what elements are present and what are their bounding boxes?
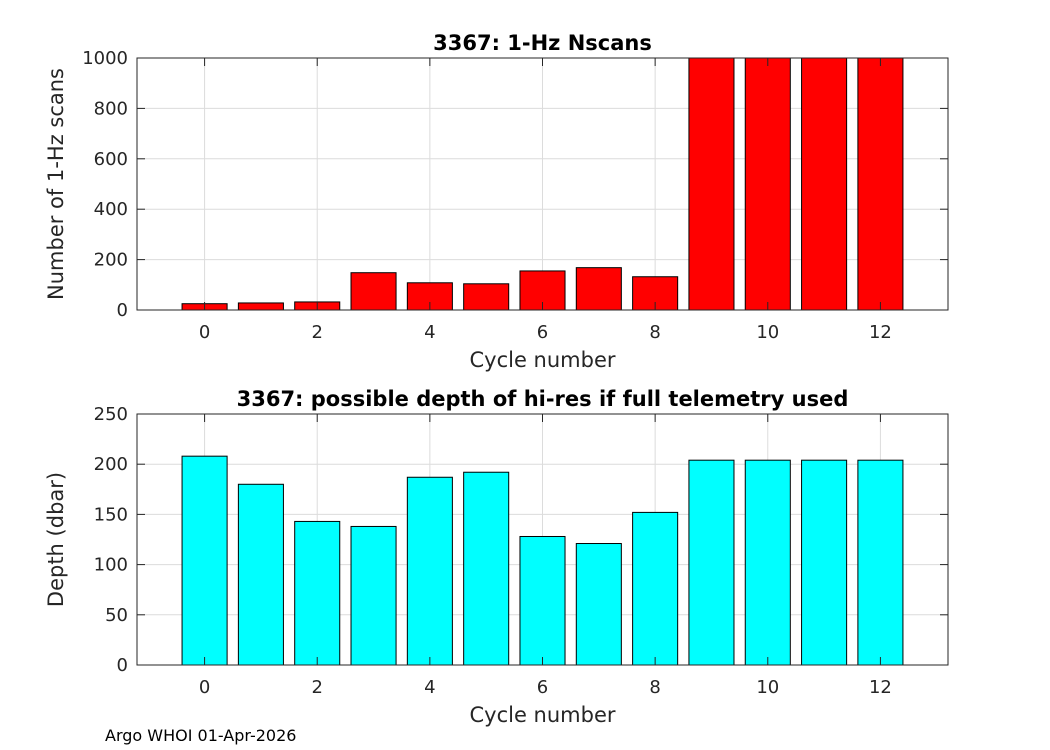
chart2-y-tick-label: 200 bbox=[94, 454, 128, 475]
chart1-x-tick-label: 0 bbox=[199, 322, 210, 343]
chart2-bar-6 bbox=[519, 535, 566, 666]
chart2-y-tick-label: 0 bbox=[117, 655, 128, 676]
chart2-x-tick-label: 10 bbox=[756, 677, 779, 698]
chart1-bar-9 bbox=[688, 57, 735, 311]
chart1-x-tick-label: 12 bbox=[869, 322, 892, 343]
chart2-bar-9 bbox=[688, 459, 735, 666]
chart2-y-tick-label: 100 bbox=[94, 555, 128, 576]
chart2-x-tick-label: 2 bbox=[311, 677, 322, 698]
chart1-x-tick-label: 10 bbox=[756, 322, 779, 343]
chart2-x-tick-label: 4 bbox=[424, 677, 435, 698]
chart1-y-tick-label: 400 bbox=[94, 199, 128, 220]
chart1-bar-10 bbox=[744, 57, 791, 311]
chart2-bar-8 bbox=[632, 511, 679, 666]
chart1-y-tick-label: 200 bbox=[94, 250, 128, 271]
chart1-y-tick-label: 0 bbox=[117, 300, 128, 321]
chart1-title: 3367: 1-Hz Nscans bbox=[433, 31, 652, 55]
chart2-bar-0 bbox=[181, 455, 228, 666]
chart2-bar-3 bbox=[350, 525, 397, 666]
chart1-bar-7 bbox=[575, 267, 622, 311]
chart1-bar-11 bbox=[801, 57, 848, 311]
chart1-y-tick-label: 800 bbox=[94, 98, 128, 119]
chart1-y-tick-label: 600 bbox=[94, 149, 128, 170]
chart2-bar-4 bbox=[406, 476, 453, 666]
chart2-bar-1 bbox=[237, 483, 284, 666]
chart2-y-tick-label: 50 bbox=[105, 605, 128, 626]
chart2-x-tick-label: 6 bbox=[537, 677, 548, 698]
chart1-bar-3 bbox=[350, 272, 397, 311]
chart1-x-axis-label: Cycle number bbox=[469, 348, 615, 372]
chart2-bar-12 bbox=[857, 459, 904, 666]
chart1-y-axis-label: Number of 1-Hz scans bbox=[44, 68, 68, 300]
chart2-bar-7 bbox=[575, 543, 622, 666]
chart2-bar-10 bbox=[744, 459, 791, 666]
chart2-bar-2 bbox=[294, 520, 341, 666]
chart1-bar-5 bbox=[463, 283, 510, 311]
chart2-y-tick-label: 250 bbox=[94, 404, 128, 425]
chart1-bar-1 bbox=[237, 302, 284, 311]
chart1-x-tick-label: 6 bbox=[537, 322, 548, 343]
chart2-y-tick-label: 150 bbox=[94, 504, 128, 525]
chart1-x-tick-label: 4 bbox=[424, 322, 435, 343]
chart1-y-tick-label: 1000 bbox=[82, 48, 128, 69]
chart2-bar-5 bbox=[463, 471, 510, 666]
chart2-x-tick-label: 12 bbox=[869, 677, 892, 698]
chart2-title: 3367: possible depth of hi-res if full t… bbox=[237, 387, 849, 411]
chart2-x-axis-label: Cycle number bbox=[469, 703, 615, 727]
chart1-bar-12 bbox=[857, 57, 904, 311]
chart2-x-tick-label: 8 bbox=[649, 677, 660, 698]
chart2-bar-11 bbox=[801, 459, 848, 666]
chart2-y-axis-label: Depth (dbar) bbox=[44, 472, 68, 607]
chart1-x-tick-label: 8 bbox=[649, 322, 660, 343]
chart1-x-tick-label: 2 bbox=[311, 322, 322, 343]
chart2-x-tick-label: 0 bbox=[199, 677, 210, 698]
footer-credit: Argo WHOI 01-Apr-2026 bbox=[105, 726, 297, 745]
